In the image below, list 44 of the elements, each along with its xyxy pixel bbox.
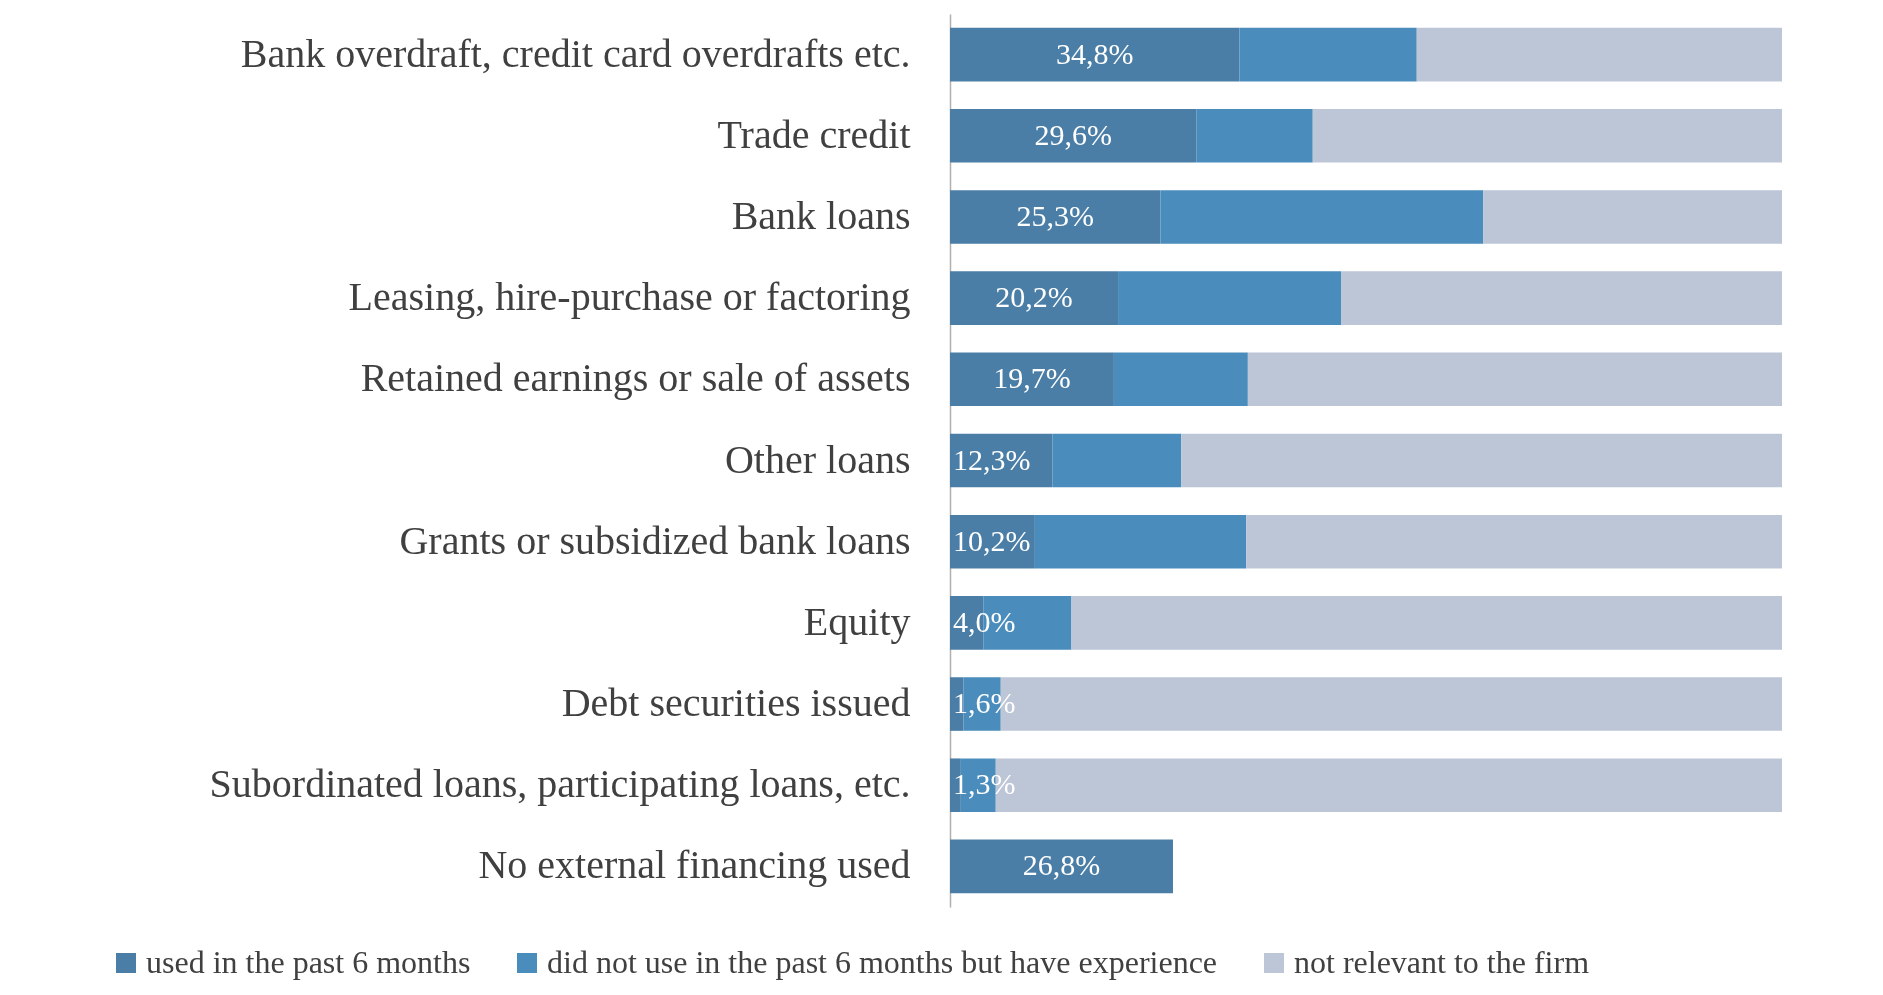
bar [1239,27,1417,82]
data-label: 29,6% [1034,117,1112,151]
bar [1483,190,1782,244]
bar [1341,271,1782,325]
y-tick-label: Retained earnings or sale of assets [360,355,911,401]
bar [1113,352,1248,407]
bar [1196,108,1313,163]
y-tick-label: Grants or subsidized bank loans [399,517,911,563]
y-tick-label: Other loans [724,436,911,482]
data-label: 25,3% [1016,198,1094,232]
bar [1312,108,1782,163]
bar [1052,433,1182,488]
y-tick-label: Leasing, hire-purchase or factoring [348,274,911,320]
y-tick-label: Subordinated loans, participating loans, etc. [209,761,911,807]
bar [950,271,1119,325]
bar [950,108,1197,163]
bar [1160,190,1484,244]
bar [1246,514,1782,569]
data-label: 20,2% [995,280,1073,314]
data-label: 4,0% [953,604,1016,638]
bar [1416,27,1782,82]
legend-label: used in the past 6 months [146,944,471,980]
bar [950,190,1161,244]
y-tick-label: Bank loans [731,192,911,238]
data-label: 10,2% [953,523,1031,557]
legend-label: not relevant to the firm [1294,944,1590,980]
data-label: 34,8% [1056,36,1134,70]
bar [1181,433,1782,488]
y-tick-label: Trade credit [717,111,911,157]
bar [950,27,1240,82]
y-tick-label: Debt securities issued [561,680,911,726]
y-tick-label: Bank overdraft, credit card overdrafts etc. [240,30,911,76]
bar [1071,596,1782,650]
y-tick-label: Equity [803,598,911,644]
data-label: 26,8% [1022,848,1101,882]
bar [1247,352,1782,407]
bar [950,352,1114,407]
bar [950,839,1173,894]
bar [1034,514,1247,569]
data-label: 12,3% [953,442,1031,476]
legend-label: did not use in the past 6 months but have experience [547,944,1218,980]
y-tick-label: No external financing used [478,842,911,888]
data-label: 19,7% [993,361,1071,395]
bar [1118,271,1342,325]
